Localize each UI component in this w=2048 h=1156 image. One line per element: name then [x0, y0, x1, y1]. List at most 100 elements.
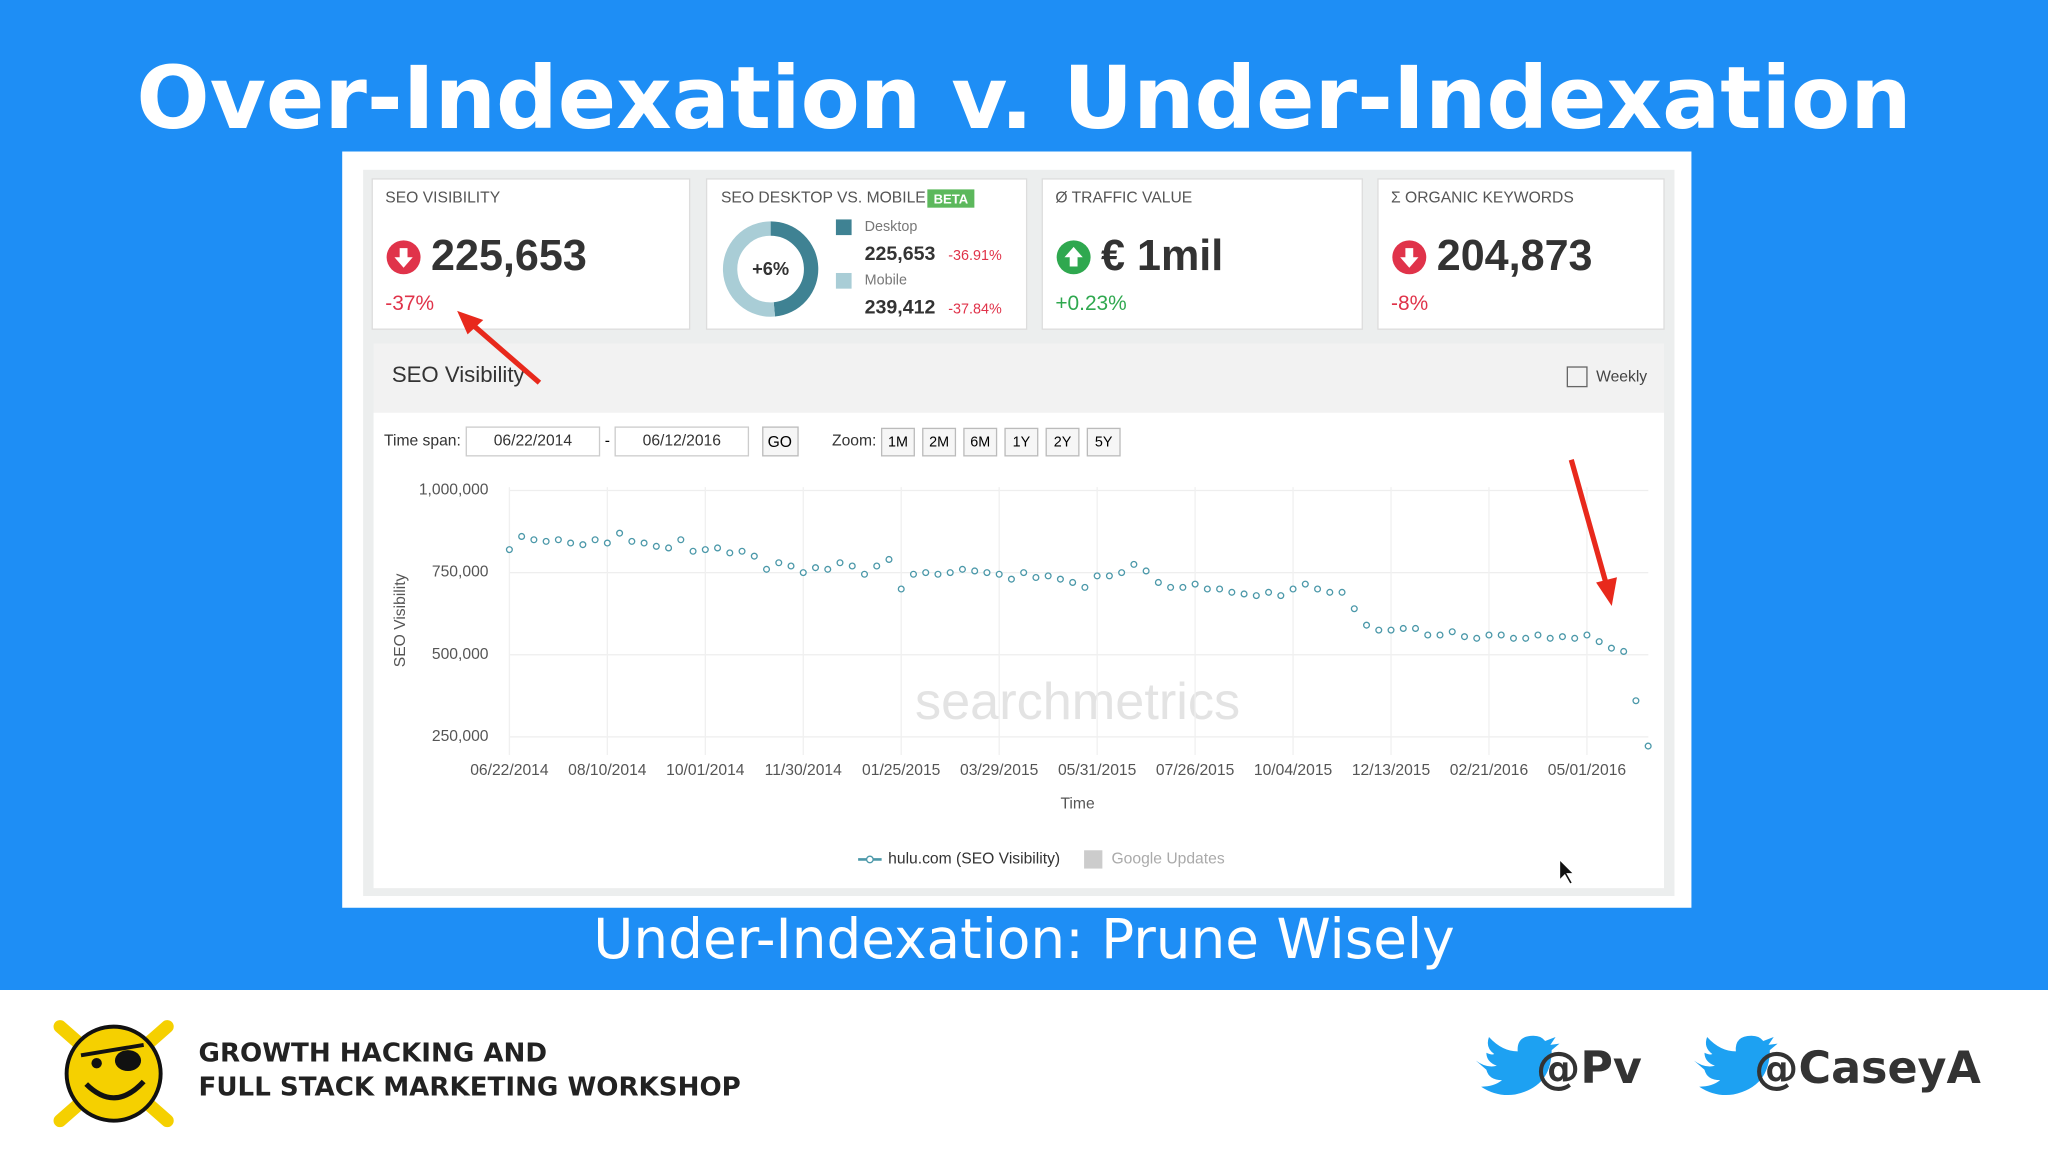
- x-axis-label: Time: [1060, 796, 1095, 813]
- arrow: [1568, 459, 1610, 586]
- point: [995, 570, 1003, 578]
- point: [1436, 631, 1444, 639]
- point: [591, 536, 599, 544]
- trend-arrow: [394, 248, 413, 268]
- date-from[interactable]: 06/22/2014: [494, 433, 573, 450]
- point: [1411, 624, 1420, 632]
- twitter-icon: [1475, 1035, 1560, 1096]
- card-label: SEO VISIBILITY: [385, 190, 500, 207]
- y-tick-label: 750,000: [432, 564, 489, 581]
- point: [1607, 644, 1615, 652]
- badge: [927, 189, 975, 208]
- card-change: +0.23%: [1055, 292, 1126, 315]
- zoom-button[interactable]: [922, 427, 957, 457]
- point: [1191, 580, 1199, 588]
- point: [1167, 583, 1175, 591]
- x-tick-label: 10/04/2015: [1254, 762, 1333, 779]
- panel: SEO Visibility Weekly Time span: 06/22/2…: [384, 362, 1647, 731]
- date-input[interactable]: [614, 426, 750, 457]
- x-tick-label: 08/10/2014: [568, 762, 647, 779]
- zoom-button[interactable]: [1004, 427, 1039, 457]
- zoom-label: Zoom:: [832, 433, 876, 450]
- zoom-button[interactable]: [1045, 427, 1080, 457]
- point: [763, 565, 771, 573]
- point: [1228, 588, 1236, 596]
- panel-title: SEO Visibility: [392, 362, 526, 387]
- card-label: Σ ORGANIC KEYWORDS: [1391, 190, 1574, 207]
- point: [922, 569, 930, 577]
- zoom-button[interactable]: [1086, 427, 1121, 457]
- go-button[interactable]: [762, 426, 799, 457]
- arrow-head: [1596, 577, 1617, 607]
- slide-title: Over-Indexation v. Under-Indexation: [136, 49, 1911, 149]
- point: [616, 529, 624, 537]
- point: [1326, 588, 1334, 596]
- date-to[interactable]: 06/12/2016: [643, 433, 722, 450]
- y-tick-label: 1,000,000: [419, 482, 489, 499]
- zoom-label[interactable]: 6M: [970, 435, 990, 451]
- zoom-label[interactable]: 5Y: [1095, 435, 1113, 451]
- zoom-label[interactable]: 1M: [888, 435, 908, 451]
- card: [371, 178, 691, 330]
- device-name: Mobile: [865, 273, 907, 289]
- point: [909, 570, 917, 578]
- point: [1105, 572, 1113, 580]
- legend-label[interactable]: Google Updates: [1112, 851, 1225, 868]
- x-tick-label: 02/21/2016: [1450, 762, 1529, 779]
- point: [530, 536, 538, 544]
- point: [1620, 647, 1628, 655]
- x-tick-label: 03/29/2015: [960, 762, 1039, 779]
- point: [934, 570, 942, 578]
- device-name: Desktop: [865, 219, 918, 235]
- point: [971, 567, 979, 575]
- card-change: -8%: [1391, 292, 1428, 315]
- point: [873, 562, 881, 570]
- go-label[interactable]: GO: [768, 434, 792, 451]
- legend-swatch: [835, 272, 852, 289]
- legend-label[interactable]: hulu.com (SEO Visibility): [888, 851, 1060, 868]
- point: [1424, 631, 1432, 639]
- device-change: -37.84%: [948, 301, 1002, 317]
- point: [567, 539, 575, 547]
- point: [799, 569, 807, 577]
- point: [1595, 638, 1603, 646]
- x-tick-label: 05/31/2015: [1058, 762, 1137, 779]
- point: [579, 541, 587, 549]
- date-input[interactable]: [465, 426, 601, 457]
- point: [1558, 633, 1566, 641]
- point: [1240, 590, 1248, 598]
- zoom-label[interactable]: 2M: [929, 435, 949, 451]
- timespan-label: Time span:: [384, 433, 461, 450]
- point: [1497, 631, 1505, 639]
- point: [1277, 592, 1285, 600]
- point: [775, 559, 783, 567]
- card: [1041, 178, 1363, 330]
- zoom-label[interactable]: 1Y: [1013, 435, 1031, 451]
- legend-swatch: [835, 219, 852, 236]
- interval[interactable]: Weekly: [1596, 369, 1647, 386]
- slide-subtitle: Under-Indexation: Prune Wisely: [593, 907, 1454, 971]
- point: [1093, 572, 1101, 580]
- point: [1032, 574, 1040, 582]
- zoom-label[interactable]: 2Y: [1054, 435, 1072, 451]
- zoom-button[interactable]: [880, 427, 915, 457]
- panel-header: [373, 343, 1664, 413]
- point: [1350, 605, 1358, 613]
- badge-text: BETA: [934, 191, 969, 206]
- point: [1056, 575, 1064, 583]
- zoom-button[interactable]: [963, 427, 998, 457]
- donut-center: +6%: [752, 258, 789, 279]
- watermark: searchmetrics: [915, 673, 1240, 731]
- point: [1265, 588, 1273, 596]
- y-axis-label: SEO Visibility: [392, 573, 409, 667]
- legend-marker: [865, 855, 874, 864]
- point: [1118, 569, 1126, 577]
- point: [518, 532, 526, 540]
- point: [652, 542, 660, 550]
- twitter-handle: @Pv: [1536, 1043, 1642, 1094]
- point: [1289, 585, 1297, 593]
- point: [1154, 578, 1162, 586]
- point: [1179, 583, 1187, 591]
- card-value: 225,653: [431, 232, 587, 280]
